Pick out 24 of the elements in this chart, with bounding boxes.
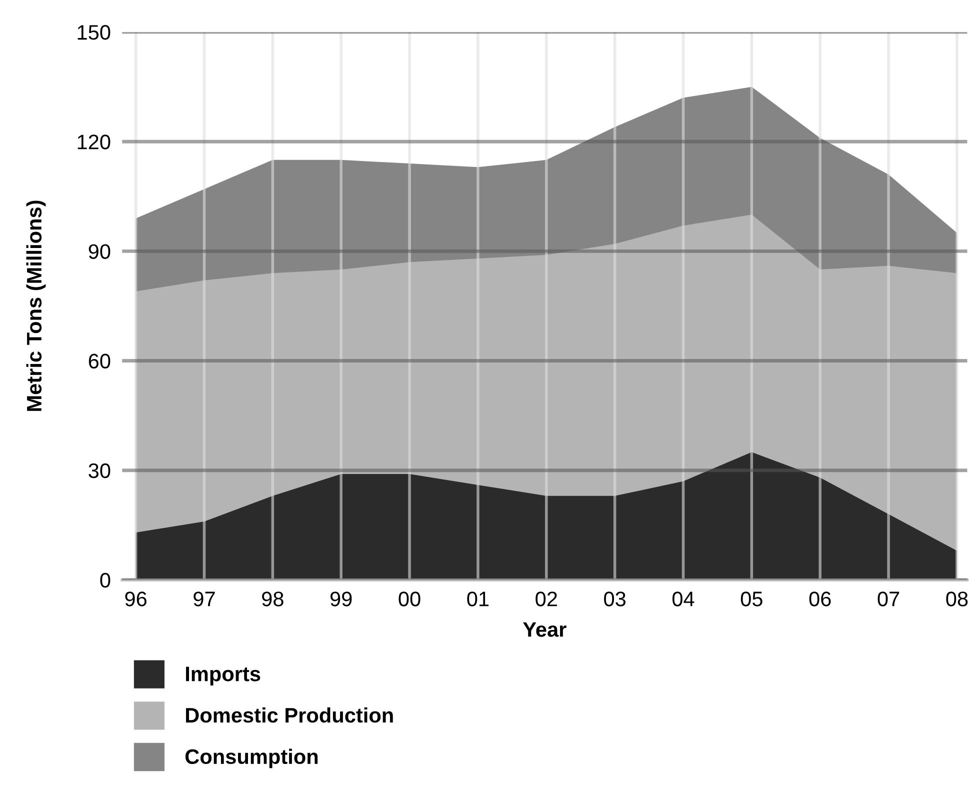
legend-label: Imports — [186, 666, 260, 686]
x-tick-label: 02 — [536, 592, 557, 606]
x-tick-label: 04 — [672, 592, 694, 606]
y-tick-label: 90 — [88, 244, 110, 259]
y-tick-label: 120 — [78, 134, 110, 150]
x-tick-label: 01 — [467, 592, 489, 606]
x-tick-label: 03 — [604, 592, 626, 606]
x-tick-label: 07 — [878, 592, 900, 606]
x-tick-label: 96 — [125, 592, 146, 606]
x-tick-label: 05 — [740, 592, 762, 606]
y-tick-label: 60 — [88, 354, 110, 369]
y-tick-label: 30 — [88, 463, 110, 478]
y-axis-title: Metric Tons (Millions) — [26, 200, 46, 411]
x-tick-label: 97 — [194, 592, 215, 606]
x-tick-label: 08 — [946, 592, 968, 606]
y-tick-label: 0 — [100, 572, 110, 588]
x-tick-label: 06 — [809, 592, 831, 606]
legend-label: Consumption — [185, 748, 318, 768]
x-axis-title: Year — [523, 622, 566, 637]
x-tick-label: 98 — [262, 592, 284, 606]
x-tick-label: 99 — [330, 592, 352, 606]
legend-label: Domestic Production — [186, 707, 393, 723]
x-tick-label: 00 — [398, 592, 420, 606]
y-tick-label: 150 — [78, 25, 110, 40]
